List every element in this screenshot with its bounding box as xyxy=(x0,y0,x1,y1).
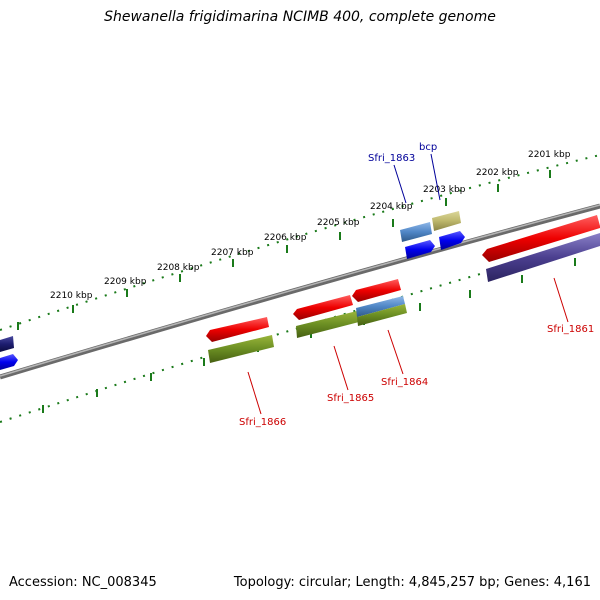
gene-bar-steel[interactable] xyxy=(356,296,405,317)
kbp-label: 2210 kbp xyxy=(50,291,93,301)
kbp-label: 2205 kbp xyxy=(317,218,360,228)
gene-bar-khaki[interactable] xyxy=(432,211,461,231)
gene-label-sfri-1863[interactable]: Sfri_1863 xyxy=(368,153,415,164)
genome-backbone xyxy=(0,203,600,380)
map-title: Shewanella frigidimarina NCIMB 400, comp… xyxy=(104,9,496,25)
kbp-label: 2202 kbp xyxy=(476,168,519,178)
upper-tick-track xyxy=(0,154,600,331)
gene-arrow-red[interactable] xyxy=(293,295,353,320)
gene-arrow-blue[interactable] xyxy=(0,354,18,370)
kbp-label: 2204 kbp xyxy=(370,202,413,212)
accession-text: Accession: NC_008345 xyxy=(9,575,157,590)
gene-bar-purple[interactable] xyxy=(486,233,600,282)
upper-major-ticks xyxy=(17,170,551,330)
kbp-label: 2208 kbp xyxy=(157,263,200,273)
kbp-label: 2207 kbp xyxy=(211,248,254,258)
gene-arrow-red[interactable] xyxy=(206,317,269,342)
gene-arrow-navy[interactable] xyxy=(0,336,14,352)
gene-arrow-red[interactable] xyxy=(482,215,600,262)
gene-bar-green[interactable] xyxy=(357,304,407,326)
gene-label-sfri-1866[interactable]: Sfri_1866 xyxy=(239,417,286,428)
gene-arrow-blue[interactable] xyxy=(405,240,435,259)
kbp-label: 2201 kbp xyxy=(528,150,571,160)
kbp-label: 2206 kbp xyxy=(264,233,307,243)
topology-summary: Topology: circular; Length: 4,845,257 bp… xyxy=(233,575,591,590)
gene-bar-steel[interactable] xyxy=(400,222,432,242)
gene-label-sfri-1861[interactable]: Sfri_1861 xyxy=(547,324,594,335)
kbp-label: 2209 kbp xyxy=(104,277,147,287)
gene-bar-green[interactable] xyxy=(208,335,274,363)
gene-label-bcp[interactable]: bcp xyxy=(419,142,437,153)
gene-label-sfri-1865[interactable]: Sfri_1865 xyxy=(327,393,374,404)
callout-lines xyxy=(247,153,569,415)
gene-arrow-red[interactable] xyxy=(352,279,401,302)
gene-bar-green[interactable] xyxy=(296,311,359,338)
gene-label-sfri-1864[interactable]: Sfri_1864 xyxy=(381,377,428,388)
gene-arrow-blue[interactable] xyxy=(439,231,465,250)
kbp-label: 2203 kbp xyxy=(423,185,466,195)
